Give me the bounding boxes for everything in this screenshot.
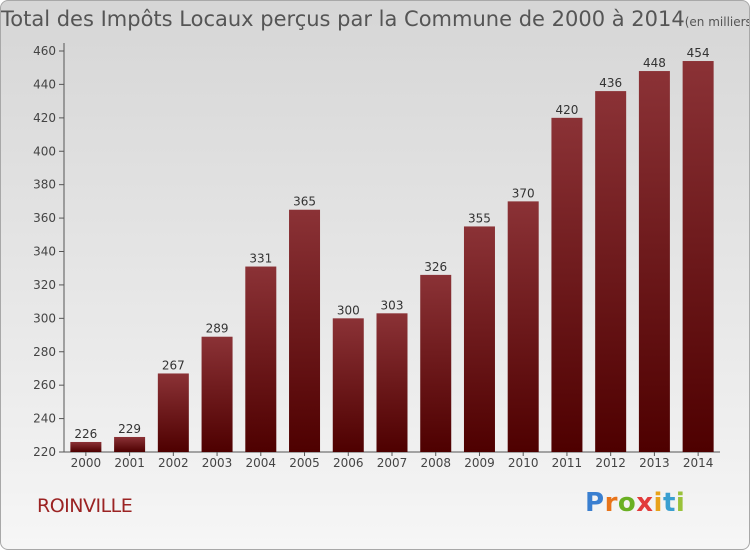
bar [245, 266, 277, 452]
y-tick-label: 380 [33, 178, 56, 192]
y-tick-label: 260 [33, 378, 56, 392]
data-label: 326 [424, 260, 447, 274]
x-tick-label: 2004 [246, 456, 277, 470]
x-tick-label: 2001 [114, 456, 145, 470]
bar [595, 91, 627, 452]
x-tick-label: 2012 [595, 456, 626, 470]
bar [551, 117, 583, 452]
x-tick-label: 2014 [683, 456, 714, 470]
x-tick-label: 2013 [639, 456, 670, 470]
bar [114, 436, 146, 452]
x-tick-label: 2007 [377, 456, 408, 470]
x-tick-label: 2005 [289, 456, 320, 470]
y-tick-label: 320 [33, 278, 56, 292]
y-tick-label: 440 [33, 77, 56, 91]
data-label: 226 [74, 427, 97, 441]
bar [332, 318, 364, 452]
data-label: 289 [206, 322, 229, 336]
logo-letter: r [604, 488, 618, 518]
logo-letter: i [653, 488, 663, 518]
bar [507, 201, 539, 452]
chart-title: Total des Impôts Locaux perçus par la Co… [1, 7, 750, 31]
data-label: 300 [337, 303, 360, 317]
bar [70, 441, 102, 452]
proxiti-logo[interactable]: Proxiti [585, 488, 685, 518]
data-label: 267 [162, 358, 185, 372]
chart-title-text: Total des Impôts Locaux perçus par la Co… [1, 7, 685, 31]
logo-letter: t [662, 488, 676, 518]
bar [201, 336, 233, 452]
chart-title-unit: (en milliers d'€) [684, 15, 750, 29]
data-label: 370 [512, 186, 535, 200]
y-tick-label: 280 [33, 345, 56, 359]
commune-name: ROINVILLE [37, 495, 133, 517]
logo-letter: o [617, 488, 637, 518]
x-tick-label: 2006 [333, 456, 364, 470]
data-label: 454 [687, 46, 710, 60]
y-tick-label: 460 [33, 44, 56, 58]
data-label: 436 [599, 76, 622, 90]
y-tick-label: 400 [33, 144, 56, 158]
data-label: 331 [249, 252, 272, 266]
data-label: 365 [293, 195, 316, 209]
x-tick-label: 2009 [464, 456, 495, 470]
bar [157, 373, 189, 452]
bar [638, 71, 670, 453]
y-axis: 220 240 260 280 300 320 340 360 380 400 420 440 460 [33, 43, 65, 459]
logo-letter: i [675, 488, 686, 518]
y-tick-label: 340 [33, 245, 56, 259]
x-tick-label: 2002 [158, 456, 189, 470]
bar [289, 209, 321, 452]
x-tick-label: 2008 [420, 456, 451, 470]
data-label: 355 [468, 211, 491, 225]
bars [70, 61, 714, 453]
y-tick-label: 360 [33, 211, 56, 225]
logo-letter: x [636, 488, 654, 518]
x-axis: 2000 2001 2002 2003 2004 2005 2006 2007 2008 2009… [64, 451, 720, 470]
data-label: 229 [118, 422, 141, 436]
bar [376, 313, 408, 452]
bar [682, 61, 714, 453]
data-label: 420 [555, 103, 578, 117]
bar [463, 226, 495, 452]
x-tick-label: 2000 [71, 456, 102, 470]
y-tick-label: 300 [33, 311, 56, 325]
y-tick-label: 240 [33, 412, 56, 426]
data-label: 448 [643, 56, 666, 70]
y-tick-label: 220 [33, 445, 56, 459]
data-label: 303 [381, 298, 404, 312]
data-labels: 226 229 267 289 331 365 300 303 326 355 370 420 436 4… [74, 46, 709, 441]
x-tick-label: 2011 [552, 456, 583, 470]
x-tick-label: 2003 [202, 456, 233, 470]
y-tick-label: 420 [33, 111, 56, 125]
bar [420, 274, 452, 452]
logo-letter: P [585, 488, 605, 518]
x-tick-label: 2010 [508, 456, 539, 470]
